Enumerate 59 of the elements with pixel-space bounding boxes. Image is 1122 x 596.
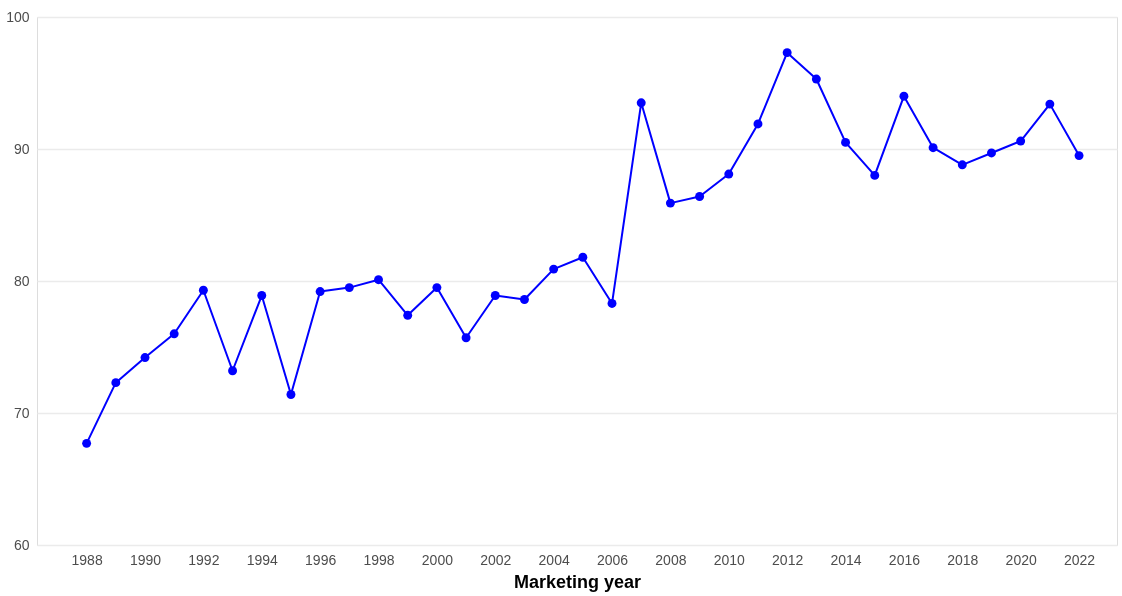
- x-tick-label: 2008: [655, 551, 687, 568]
- point: [198, 285, 208, 295]
- y-tick-label: 100: [6, 8, 30, 25]
- point: [549, 264, 559, 274]
- x-tick-label: 1990: [129, 551, 162, 568]
- x-tick-label: 2010: [713, 551, 746, 568]
- point: [403, 310, 413, 320]
- point: [607, 298, 617, 308]
- y-tick-label: 60: [13, 536, 30, 553]
- x-tick-label: 1996: [305, 551, 337, 568]
- x-tick-label: 1992: [188, 551, 220, 568]
- point: [1074, 151, 1084, 161]
- point: [257, 291, 267, 300]
- x-tick-label: 1998: [363, 551, 395, 568]
- y-tick-label: 80: [13, 272, 30, 289]
- point: [111, 378, 121, 388]
- x-tick-label: 1988: [71, 551, 103, 568]
- point: [899, 91, 909, 101]
- point: [695, 192, 705, 201]
- point: [753, 119, 763, 129]
- x-tick-label: 2018: [947, 551, 979, 568]
- point: [82, 438, 92, 448]
- x-tick-label: 2020: [1005, 551, 1037, 568]
- x-tick-label: 2014: [830, 551, 862, 568]
- point: [169, 329, 179, 339]
- point: [374, 275, 383, 285]
- point: [1045, 99, 1055, 109]
- point: [782, 48, 792, 58]
- point: [490, 291, 500, 300]
- x-tick-label: 1994: [246, 551, 279, 568]
- point: [928, 143, 938, 153]
- point: [140, 353, 150, 363]
- x-tick-label: 2006: [596, 551, 629, 568]
- point: [315, 287, 325, 297]
- point: [811, 74, 821, 84]
- point: [870, 170, 880, 180]
- point: [432, 283, 442, 293]
- x-tick-label: 2000: [421, 551, 454, 568]
- y-tick-label: 70: [13, 404, 30, 421]
- point: [724, 169, 734, 179]
- point: [578, 252, 588, 262]
- point: [957, 160, 967, 170]
- x-tick-label: 2022: [1063, 551, 1096, 568]
- point: [344, 283, 354, 293]
- point: [461, 333, 471, 343]
- point: [228, 366, 238, 376]
- x-tick-label: 2002: [480, 551, 512, 568]
- x-axis-title: Marketing year: [513, 571, 642, 592]
- x-tick-label: 2004: [538, 551, 570, 568]
- point: [987, 148, 996, 158]
- x-tick-label: 2012: [772, 551, 804, 568]
- point: [665, 198, 675, 208]
- x-tick-label: 2016: [888, 551, 921, 568]
- point: [1016, 136, 1026, 146]
- point: [519, 295, 529, 304]
- point: [286, 390, 296, 399]
- point: [841, 137, 851, 147]
- y-tick-label: 90: [13, 140, 30, 157]
- point: [636, 98, 646, 108]
